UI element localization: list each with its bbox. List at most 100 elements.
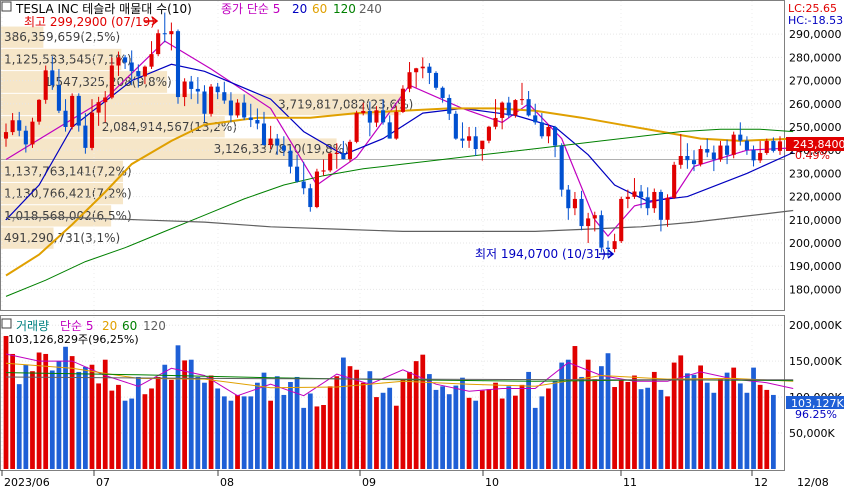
volume-bar (585, 359, 591, 469)
volume-bar (572, 346, 578, 469)
candle-body (281, 145, 286, 151)
volume-bar (645, 387, 651, 469)
volume-bar (135, 376, 141, 469)
candle-body (586, 218, 591, 227)
price-tick-label: 290,0000 (789, 28, 842, 41)
volume-bar (671, 362, 677, 469)
candle-body (334, 152, 339, 154)
candle-body (116, 57, 121, 66)
volume-bar (327, 386, 333, 469)
candle-body (513, 100, 518, 116)
x-tick-label: 12/08 (797, 476, 829, 489)
candle-body (414, 68, 419, 73)
candle-body (467, 136, 472, 141)
volume-bar (43, 353, 49, 469)
candle-body (341, 152, 346, 160)
volume-bar (255, 382, 260, 469)
candle-body (639, 191, 644, 198)
volume-bar (76, 371, 82, 469)
volume-tick-label: 50,000K (789, 427, 835, 440)
candle-body (288, 150, 293, 167)
candle-body (691, 160, 697, 165)
volume-bar (559, 362, 565, 469)
candle-body (777, 141, 783, 151)
volume-bar (731, 367, 737, 469)
current-volume-box (786, 396, 844, 409)
volume-bar (678, 355, 684, 469)
current-price: 243,8400 (793, 138, 846, 151)
volume-bar (169, 379, 174, 469)
price-tick-label: 210,0000 (789, 214, 842, 227)
candle-body (347, 141, 353, 160)
volume-bar (764, 389, 770, 469)
volume-sma-5-line (5, 353, 794, 397)
price-tick-label: 250,0000 (789, 121, 842, 134)
candle-body (526, 99, 531, 116)
volume-bar (367, 371, 373, 469)
volume-bar (744, 392, 750, 469)
candle-body (612, 241, 617, 250)
volume-bar (89, 364, 95, 469)
x-tick-label: 11 (623, 476, 637, 489)
candle-body (685, 156, 690, 161)
volume-bar (221, 396, 227, 469)
volume-bar (618, 379, 624, 469)
candle-body (427, 66, 432, 73)
volume-bar (546, 388, 551, 469)
candle-body (506, 102, 511, 116)
volume-bar (195, 376, 201, 469)
candle-body (473, 136, 478, 150)
volume-profile-label: 386,359,659(2,5%) (4, 30, 120, 44)
candle-body (142, 66, 147, 77)
volume-bar (314, 406, 320, 469)
volume-bar (460, 377, 465, 469)
candle-body (665, 197, 670, 220)
volume-bar (625, 381, 631, 469)
volume-bar (228, 400, 234, 469)
candle-body (447, 97, 452, 114)
sma-120-line (5, 128, 794, 297)
candle-body (738, 134, 743, 141)
volume-bar (612, 387, 617, 469)
volume-bar (592, 379, 598, 469)
volume-bar (479, 390, 485, 469)
candle-body (493, 117, 498, 127)
candle-body (605, 247, 611, 250)
current-volume: 103,127K (791, 397, 844, 410)
volume-bar (632, 375, 637, 469)
sma-60-line (5, 107, 794, 277)
candle-body (255, 120, 260, 124)
candle-body (433, 72, 439, 88)
volume-profile-bar (1, 93, 401, 116)
volume-bar (506, 386, 512, 469)
candle-body (480, 140, 485, 150)
panel-menu-icon[interactable] (1, 1, 12, 12)
candle-body (559, 145, 564, 190)
candle-body (3, 132, 9, 139)
candle-body (83, 125, 88, 148)
candle-body (109, 65, 114, 98)
candle-body (43, 70, 48, 100)
ma-legend-20: 20 (292, 2, 307, 16)
volume-profile-label: 3,126,337,810(19,8%) (214, 142, 349, 156)
volume-bar (565, 359, 571, 469)
volume-bar (513, 395, 518, 469)
candle-body (771, 140, 776, 151)
volume-bar (486, 389, 492, 469)
volume-bar (354, 369, 359, 469)
volume-bar (96, 383, 101, 469)
candle-body (625, 196, 630, 199)
volume-bar (142, 394, 148, 469)
candle-body (711, 152, 716, 160)
candle-body (235, 102, 240, 116)
x-tick-label: 08 (220, 476, 234, 489)
price-tick-label: 220,0000 (789, 191, 842, 204)
candle-body (129, 62, 134, 72)
volume-menu-icon[interactable] (1, 318, 12, 329)
candle-body (400, 88, 405, 112)
candle-body (751, 149, 756, 161)
price-tick-label: 190,0000 (789, 260, 842, 273)
candle-body (96, 102, 101, 113)
